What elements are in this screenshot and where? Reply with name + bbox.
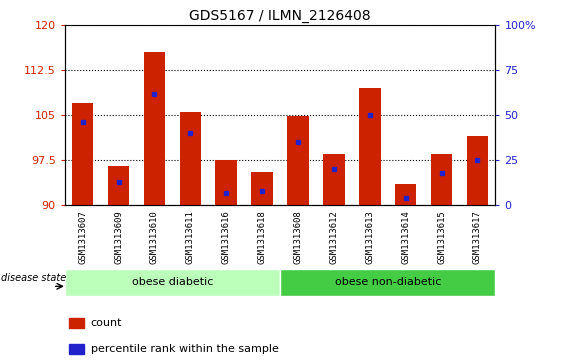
Text: count: count	[91, 318, 122, 329]
Text: GSM1313611: GSM1313611	[186, 210, 195, 264]
Text: GSM1313610: GSM1313610	[150, 210, 159, 264]
Text: GSM1313615: GSM1313615	[437, 210, 446, 264]
Bar	[467, 136, 488, 205]
Text: obese non-diabetic: obese non-diabetic	[334, 277, 441, 287]
Bar	[395, 184, 417, 205]
Text: disease state: disease state	[1, 273, 66, 283]
Text: GSM1313608: GSM1313608	[293, 210, 302, 264]
Bar	[69, 318, 84, 329]
Bar	[108, 166, 129, 205]
Title: GDS5167 / ILMN_2126408: GDS5167 / ILMN_2126408	[189, 9, 371, 23]
Bar	[180, 112, 201, 205]
Bar	[323, 154, 345, 205]
Text: GSM1313612: GSM1313612	[329, 210, 338, 264]
Bar	[216, 160, 237, 205]
Bar	[144, 52, 166, 205]
Text: GSM1313614: GSM1313614	[401, 210, 410, 264]
Text: GSM1313617: GSM1313617	[473, 210, 482, 264]
Bar	[280, 269, 495, 296]
Bar	[359, 88, 381, 205]
Text: GSM1313616: GSM1313616	[222, 210, 231, 264]
Bar	[287, 117, 309, 205]
Bar	[69, 344, 84, 354]
Text: GSM1313618: GSM1313618	[258, 210, 267, 264]
Bar	[65, 269, 280, 296]
Text: GSM1313609: GSM1313609	[114, 210, 123, 264]
Text: percentile rank within the sample: percentile rank within the sample	[91, 344, 279, 354]
Bar	[431, 154, 452, 205]
Text: GSM1313613: GSM1313613	[365, 210, 374, 264]
Bar	[72, 103, 93, 205]
Text: GSM1313607: GSM1313607	[78, 210, 87, 264]
Bar	[251, 172, 273, 205]
Text: obese diabetic: obese diabetic	[132, 277, 213, 287]
